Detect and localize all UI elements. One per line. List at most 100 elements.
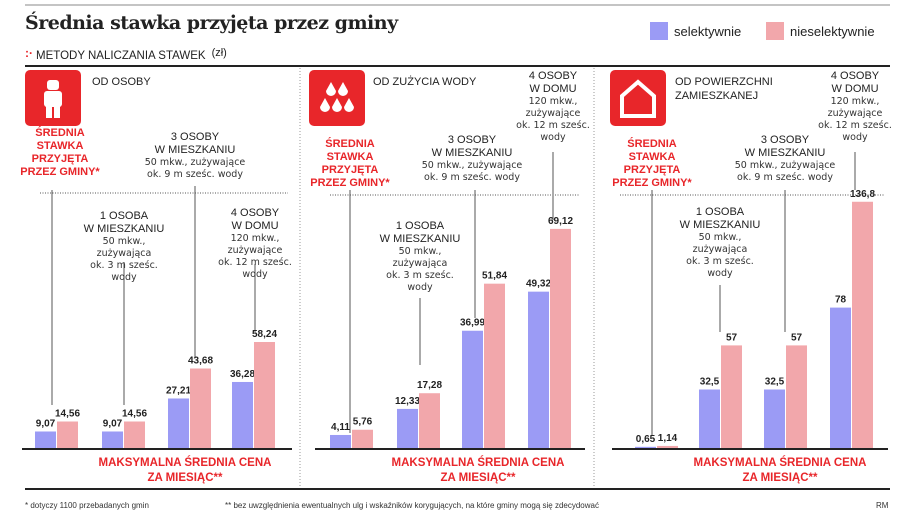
group-heading: 3 OSOBY W MIESZKANIU — [744, 134, 826, 159]
group-heading: 1 OSOBA W MIESZKANIU — [83, 210, 165, 235]
group-detail: 120 mkw., zużywające ok. 12 m sześc. wod… — [818, 96, 892, 143]
group-detail: 50 mkw., zużywająca ok. 3 m sześc. wody — [686, 232, 754, 279]
house-icon — [610, 70, 666, 126]
value-label: 43,68 — [188, 356, 213, 367]
value-label: 69,12 — [548, 216, 573, 227]
panel-title-water: OD ZUŻYCIA WODY — [373, 76, 477, 88]
legend-nonselective: nieselektywnie — [790, 24, 875, 39]
legend-selective: selektywnie — [674, 24, 742, 39]
group-label-4-persons: 4 OSOBY W DOMU 120 mkw., zużywające ok. 1… — [780, 70, 900, 144]
group-heading: 1 OSOBA W MIESZKANIU — [679, 206, 761, 231]
bar-selective — [699, 389, 720, 448]
bar-nonselective — [254, 342, 275, 448]
footnote-2: ** bez uwzględnienia ewentualnych ulg i … — [225, 501, 599, 510]
avg-label: ŚREDNIA STAWKA PRZYJĘTA PRZEZ GMINY* — [310, 138, 390, 189]
group-label-1-person: 1 OSOBA W MIESZKANIU 50 mkw., zużywająca … — [49, 210, 199, 284]
value-label: 36,99 — [460, 318, 485, 329]
value-label: 14,56 — [122, 409, 147, 420]
value-label: 36,28 — [230, 369, 255, 380]
value-label: 27,21 — [166, 385, 191, 396]
group-label-3-persons: 3 OSOBY W MIESZKANIU 50 mkw., zużywające … — [710, 134, 860, 184]
group-detail: 50 mkw., zużywająca ok. 3 m sześc. wody — [386, 246, 454, 293]
bar-selective — [528, 291, 549, 448]
bar-nonselective — [484, 283, 505, 448]
value-label: 1,14 — [658, 433, 678, 444]
group-label-4-persons: 4 OSOBY W DOMU 120 mkw., zużywające ok. 1… — [478, 70, 628, 144]
legend-swatch-selective — [650, 22, 668, 40]
value-label: 4,11 — [331, 422, 350, 433]
water-drops-icon — [309, 70, 365, 126]
group-heading: 4 OSOBY W DOMU — [230, 207, 280, 232]
bar-selective — [635, 446, 656, 448]
group-detail: 120 mkw., zużywające ok. 12 m sześc. wod… — [218, 233, 292, 280]
bar-nonselective — [57, 421, 78, 448]
bar-nonselective — [657, 445, 678, 448]
value-label: 136,8 — [850, 189, 875, 200]
value-label: 14,56 — [55, 409, 80, 420]
bar-nonselective — [786, 345, 807, 448]
group-label-1-person: 1 OSOBA W MIESZKANIU 50 mkw., zużywająca … — [345, 220, 495, 294]
group-detail: 50 mkw., zużywające ok. 9 m sześc. wody — [734, 160, 836, 183]
group-detail: 50 mkw., zużywająca ok. 3 m sześc. wody — [90, 236, 158, 283]
value-label: 32,5 — [765, 377, 785, 388]
value-label: 57 — [791, 332, 803, 343]
value-label: 78 — [835, 295, 847, 306]
subtitle-text: METODY NALICZANIA STAWEK — [36, 50, 206, 62]
bar-selective — [330, 434, 351, 448]
value-label: 0,65 — [636, 434, 656, 445]
value-label: 5,76 — [353, 417, 373, 428]
group-detail: 50 mkw., zużywające ok. 9 m sześc. wody — [144, 157, 246, 180]
value-label: 58,24 — [252, 329, 277, 340]
bar-nonselective — [721, 345, 742, 448]
unit-label: (zł) — [211, 47, 227, 59]
group-label-3-persons: 3 OSOBY W MIESZKANIU 50 mkw., zużywające … — [397, 134, 547, 184]
bullet-icon: :· — [25, 46, 33, 60]
bar-selective — [397, 408, 418, 448]
group-label-4-persons: 4 OSOBY W DOMU 120 mkw., zużywające ok. 1… — [180, 207, 330, 281]
value-label: 17,28 — [417, 380, 442, 391]
credit: RM — [876, 501, 889, 510]
value-label: 9,07 — [103, 418, 123, 429]
group-heading: 1 OSOBA W MIESZKANIU — [379, 220, 461, 245]
bar-nonselective — [550, 228, 571, 448]
panel-title-area: OD POWIERZCHNI ZAMIESZKANEJ — [675, 76, 773, 102]
group-heading: 3 OSOBY W MIESZKANIU — [431, 134, 513, 159]
bar-selective — [102, 431, 123, 448]
bar-selective — [232, 381, 253, 448]
group-heading: 4 OSOBY W DOMU — [830, 70, 880, 95]
bar-selective — [35, 431, 56, 448]
bar-selective — [462, 330, 483, 448]
avg-label: ŚREDNIA STAWKA PRZYJĘTA PRZEZ GMINY* — [612, 138, 692, 189]
value-label: 49,32 — [526, 279, 551, 290]
value-label: 51,84 — [482, 271, 507, 282]
value-label: 32,5 — [700, 377, 720, 388]
bar-nonselective — [352, 429, 373, 448]
group-heading: 4 OSOBY W DOMU — [528, 70, 578, 95]
max-price-label: MAKSYMALNA ŚREDNIA CENA ZA MIESIĄC** — [391, 457, 565, 484]
bar-nonselective — [124, 421, 145, 448]
bar-selective — [764, 389, 785, 448]
value-label: 9,07 — [36, 418, 56, 429]
value-label: 57 — [726, 332, 738, 343]
bar-nonselective — [419, 393, 440, 448]
legend-swatch-nonselective — [766, 22, 784, 40]
value-label: 12,33 — [395, 396, 420, 407]
bar-selective — [830, 307, 851, 448]
panel-title-person: OD OSOBY — [92, 76, 151, 88]
group-detail: 50 mkw., zużywające ok. 9 m sześc. wody — [421, 160, 523, 183]
chart-title: Średnia stawka przyjęta przez gminy — [25, 12, 398, 34]
max-price-label: MAKSYMALNA ŚREDNIA CENA ZA MIESIĄC** — [693, 457, 867, 484]
group-label-1-person: 1 OSOBA W MIESZKANIU 50 mkw., zużywająca … — [645, 206, 795, 280]
bar-nonselective — [852, 201, 873, 448]
person-icon — [25, 70, 81, 126]
group-detail: 120 mkw., zużywające ok. 12 m sześc. wod… — [516, 96, 590, 143]
group-label-3-persons: 3 OSOBY W MIESZKANIU 50 mkw., zużywające … — [120, 131, 270, 181]
max-price-label: MAKSYMALNA ŚREDNIA CENA ZA MIESIĄC** — [98, 457, 272, 484]
group-heading: 3 OSOBY W MIESZKANIU — [154, 131, 236, 156]
footnote-1: * dotyczy 1100 przebadanych gmin — [25, 501, 149, 510]
avg-label: ŚREDNIA STAWKA PRZYJĘTA PRZEZ GMINY* — [20, 127, 100, 178]
chart-subtitle: METODY NALICZANIA STAWEK (zł) — [36, 47, 227, 62]
bar-nonselective — [190, 368, 211, 448]
